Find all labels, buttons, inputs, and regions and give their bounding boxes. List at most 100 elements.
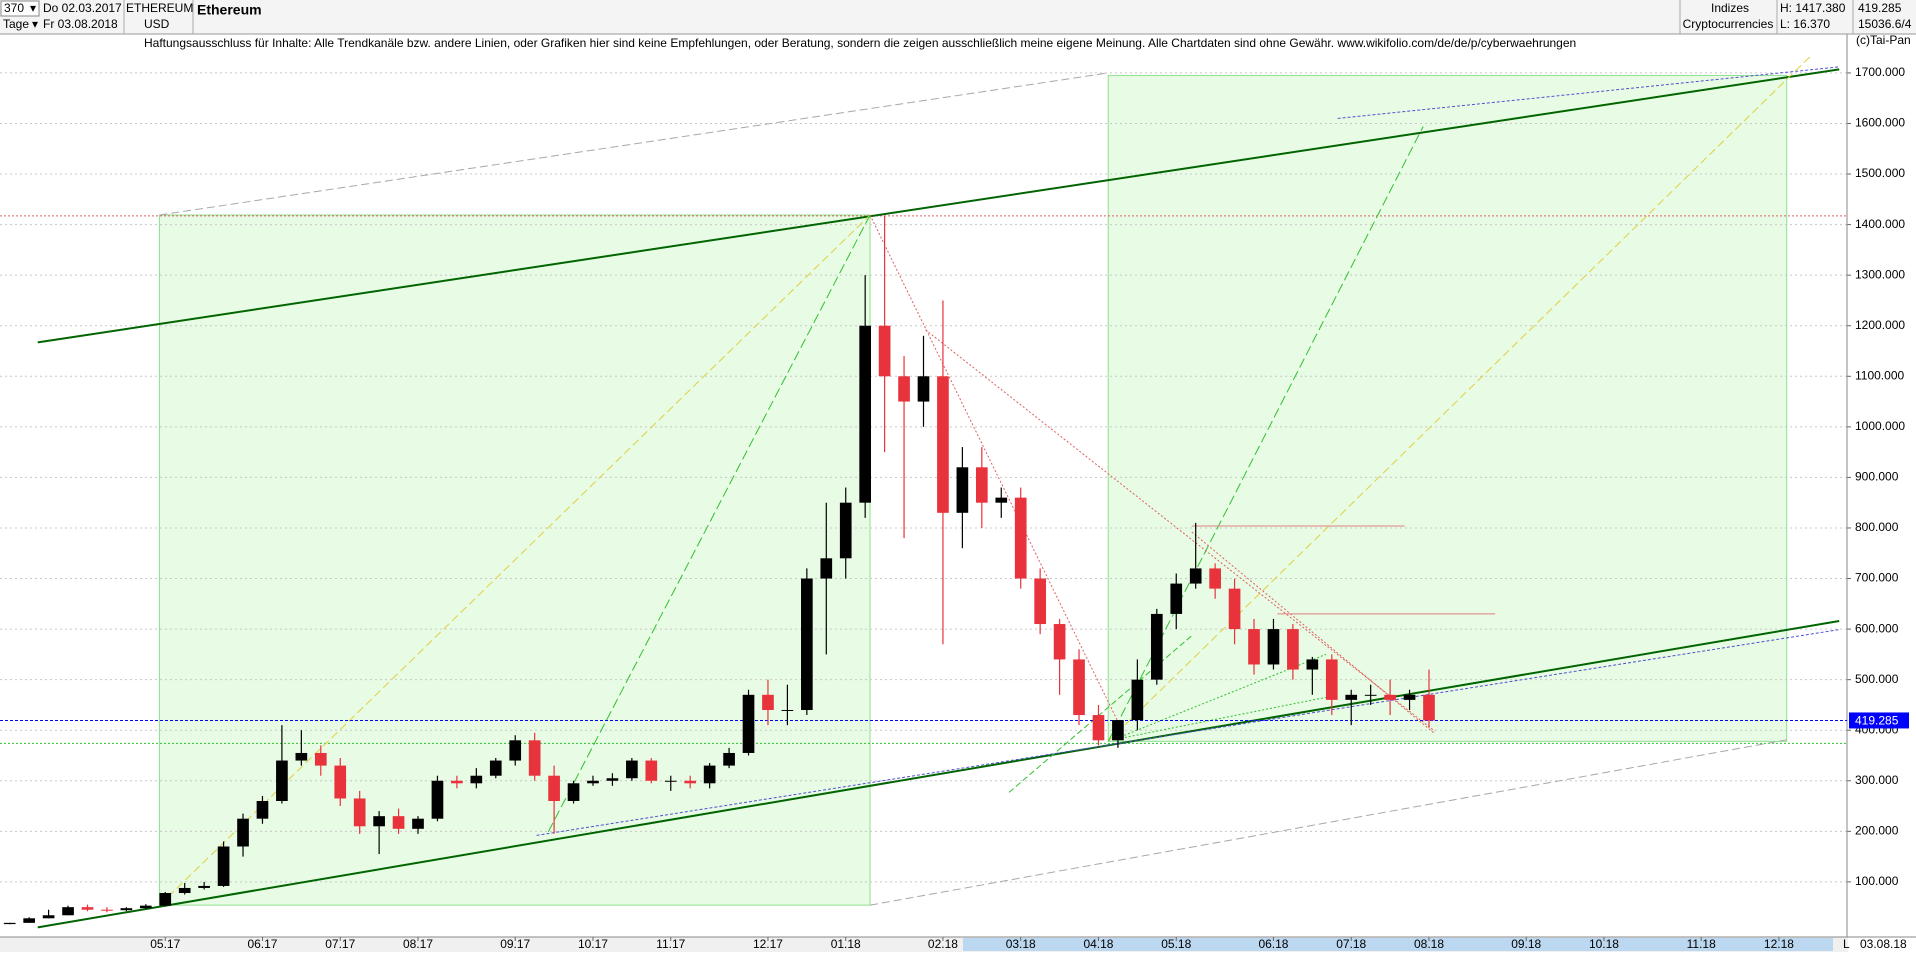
y-tick-label: 1700.000	[1855, 65, 1905, 79]
candle-body	[1150, 613, 1163, 680]
candle-body	[917, 376, 930, 402]
bars-box[interactable]	[0, 0, 40, 17]
last-price: 419.285	[1858, 1, 1902, 15]
candle-body	[742, 694, 755, 753]
candle-body	[392, 816, 405, 829]
candle-body	[23, 918, 35, 923]
y-tick-label: 300.000	[1855, 773, 1899, 787]
candle-body	[334, 765, 347, 799]
group: Indizes	[1711, 1, 1749, 15]
start-date: Do 02.03.2017	[43, 1, 122, 15]
y-tick-label: 1600.000	[1855, 116, 1905, 130]
candle-body	[276, 760, 288, 801]
candle-body	[528, 740, 541, 776]
code: 15036.6/4	[1858, 17, 1912, 31]
candle-body	[839, 502, 852, 559]
x-tick-label: 11.17	[656, 937, 685, 951]
y-tick-label: 1200.000	[1855, 318, 1905, 332]
trend-line	[1112, 696, 1327, 741]
disclaimer: Haftungsausschluss für Inhalte: Alle Tre…	[144, 36, 1576, 50]
x-tick-label: 05.17	[150, 937, 180, 951]
dropdown-icon[interactable]: ▾	[32, 17, 38, 31]
y-tick-label: 800.000	[1855, 520, 1899, 534]
last-price-tag	[1849, 712, 1909, 729]
candle-body	[1306, 659, 1319, 670]
candle-body	[606, 778, 619, 781]
trend-line	[37, 68, 1840, 344]
x-tick-label: 04.18	[1083, 937, 1113, 951]
candle-body	[723, 752, 735, 766]
candle-body	[1189, 568, 1202, 584]
x-tick-label: 10.17	[578, 937, 608, 951]
x-tick-label: 08.18	[1414, 937, 1444, 951]
bars[interactable]: 370	[4, 1, 24, 15]
x-tick-label: 08.17	[403, 937, 433, 951]
x-tick-label: 07.18	[1336, 937, 1366, 951]
candle-body	[217, 846, 230, 886]
subgroup: Cryptocurrencies	[1683, 17, 1774, 31]
candle-body	[198, 885, 210, 888]
trend-line	[159, 214, 871, 906]
y-tick-label: 600.000	[1855, 621, 1899, 635]
candle-body	[314, 752, 327, 766]
candle-body	[470, 775, 483, 784]
candle-body	[587, 780, 599, 784]
candle-body	[451, 780, 463, 784]
candle-body	[101, 909, 113, 911]
candle-body	[1209, 568, 1221, 589]
trend-line	[1337, 66, 1840, 119]
selection-range[interactable]	[963, 938, 1833, 951]
candle-body	[139, 905, 152, 909]
candle-body	[664, 780, 677, 782]
candle-body	[703, 765, 716, 784]
candle-body	[1014, 497, 1027, 579]
candle-body	[956, 467, 969, 513]
low: L: 16.370	[1780, 17, 1830, 31]
candle-body	[1131, 679, 1144, 721]
candle-body	[859, 325, 872, 503]
candle-body	[1423, 694, 1435, 721]
candle-body	[1248, 629, 1260, 665]
candle-body	[937, 376, 949, 513]
y-tick-label: 1500.000	[1855, 166, 1905, 180]
candle-body	[62, 907, 74, 916]
x-tick-label: 11.18	[1687, 937, 1716, 951]
x-tick-label: 12.17	[753, 937, 783, 951]
dropdown-icon[interactable]: ▾	[30, 1, 36, 15]
header-bar	[0, 0, 1916, 34]
candle-body	[1053, 624, 1066, 660]
trend-line	[869, 739, 1787, 906]
last-price-label: 419.285	[1855, 714, 1899, 728]
y-tick-label: 1100.000	[1855, 368, 1904, 382]
candle-body	[762, 694, 774, 710]
y-tick-label: 700.000	[1855, 571, 1899, 585]
x-tick-label: 01.18	[831, 937, 861, 951]
candle-body	[431, 780, 444, 819]
y-tick-label: 1400.000	[1855, 217, 1905, 231]
y-tick-label: 200.000	[1855, 824, 1899, 838]
candle-body	[178, 887, 191, 894]
candle-body	[1034, 578, 1046, 625]
candle-body	[1287, 629, 1299, 670]
candle-body	[412, 818, 424, 829]
y-tick-label: 1300.000	[1855, 267, 1905, 281]
candle-body	[509, 740, 522, 761]
candle-body	[1345, 694, 1358, 700]
period[interactable]: Tage	[3, 17, 29, 31]
y-tick-label: 900.000	[1855, 470, 1899, 484]
y-tick-label: 100.000	[1855, 874, 1899, 888]
x-tick-label: 05.18	[1161, 937, 1191, 951]
candle-body	[820, 558, 833, 579]
axis-date: 03.08.18	[1860, 937, 1907, 951]
plot-area	[0, 34, 1851, 937]
candle-body	[995, 497, 1008, 503]
x-tick-label: 07.17	[325, 937, 355, 951]
instrument-name: Ethereum	[197, 2, 262, 18]
x-tick-label: 06.18	[1258, 937, 1288, 951]
candle-body	[489, 760, 502, 776]
candle-body	[684, 780, 697, 784]
symbol: ETHEREUM	[126, 1, 193, 15]
candle-body	[626, 760, 638, 779]
candle-body	[898, 376, 910, 402]
